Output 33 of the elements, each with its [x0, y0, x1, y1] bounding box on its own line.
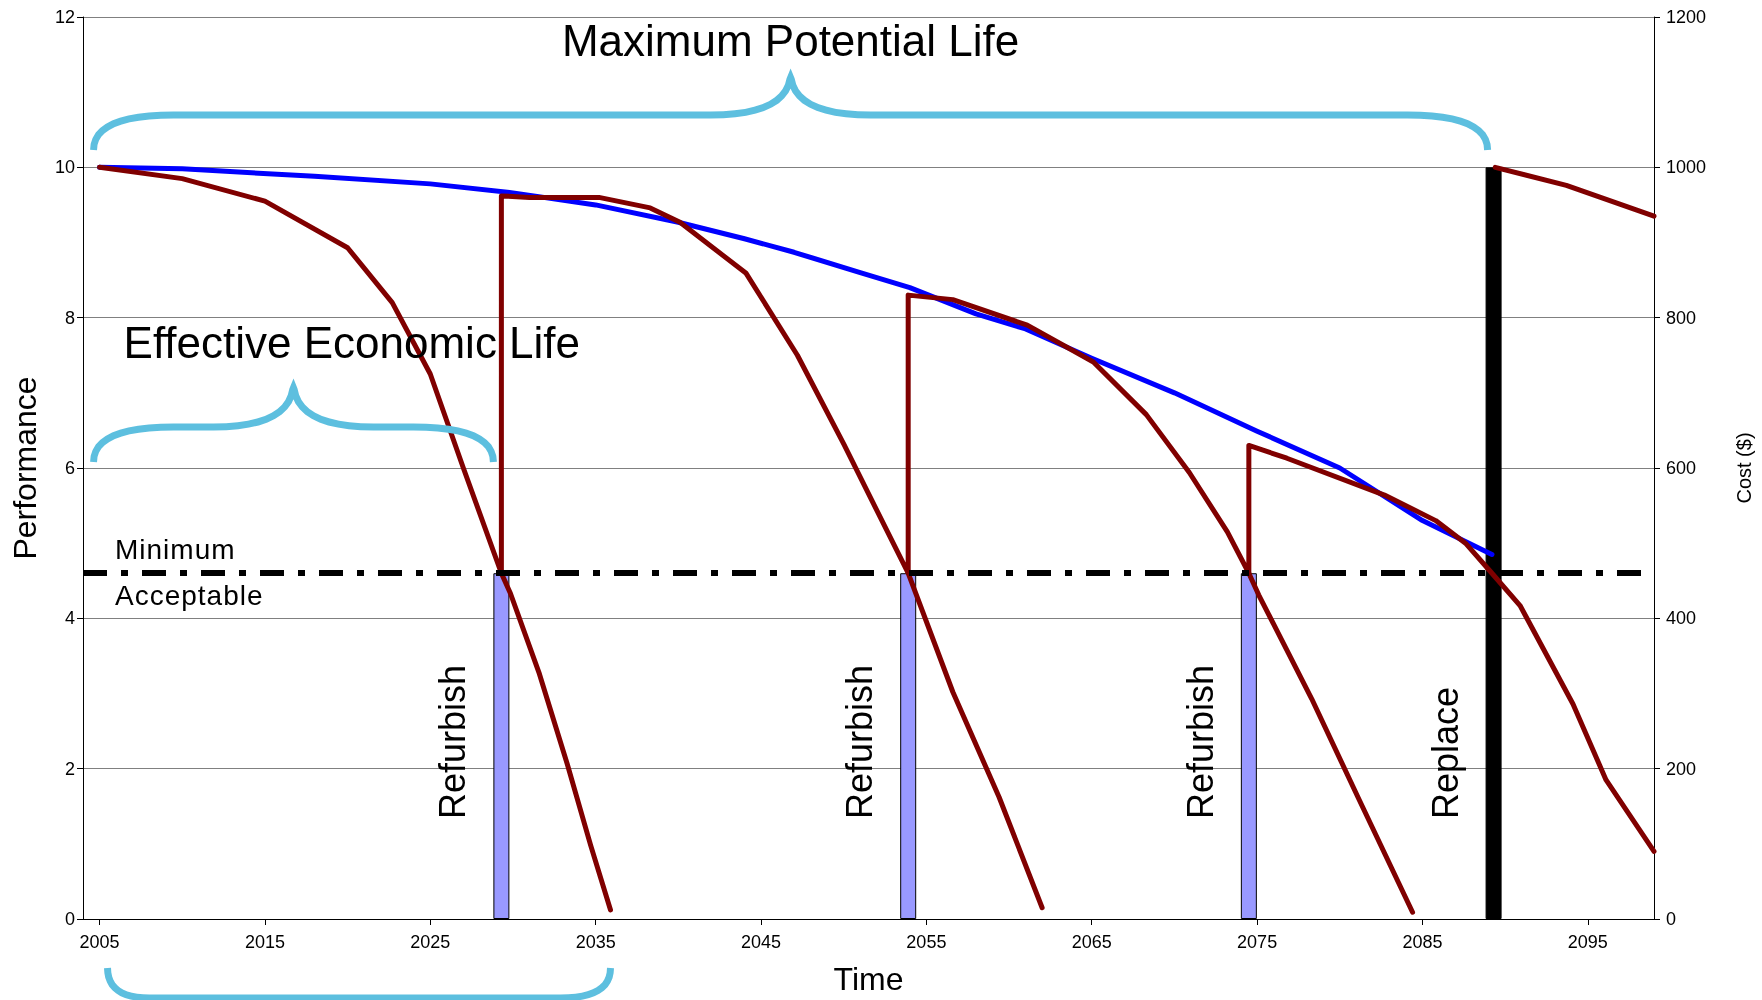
y2-tick-label: 1200: [1666, 7, 1707, 27]
y2-tick-label: 400: [1666, 608, 1697, 629]
y2-tick-label: 0: [1666, 909, 1677, 929]
x-tick-label: 2015: [244, 932, 285, 952]
y2-axis-title: Cost ($): [1733, 432, 1755, 504]
y2-tick-label: 600: [1666, 458, 1697, 478]
annotation: Replace: [1424, 686, 1467, 820]
annotation: Refurbish: [1179, 664, 1222, 820]
x-axis-title: Time: [833, 961, 904, 997]
y-tick-label: 10: [54, 157, 75, 178]
x-tick-label: 2085: [1402, 932, 1443, 952]
ref-line-label: Minimum Acceptable: [115, 533, 264, 614]
x-tick-label: 2005: [79, 932, 120, 952]
annotation: Maximum Potential Life: [561, 16, 1020, 66]
x-tick-label: 2065: [1071, 932, 1112, 952]
y2-tick-label: 1000: [1666, 157, 1707, 178]
y2-tick-label: 200: [1666, 758, 1697, 779]
x-tick-label: 2045: [740, 932, 782, 952]
annotation: Refurbish: [432, 664, 475, 820]
x-tick-label: 2095: [1567, 932, 1608, 952]
y2-tick-label: 800: [1666, 307, 1697, 328]
y-tick-label: 0: [64, 909, 75, 929]
x-tick-label: 2055: [906, 932, 947, 952]
y-tick-label: 6: [64, 458, 75, 478]
x-tick-label: 2075: [1237, 932, 1278, 952]
y-tick-label: 12: [54, 7, 75, 27]
y-tick-label: 2: [64, 758, 75, 779]
x-tick-label: 2025: [410, 932, 451, 952]
y-tick-label: 8: [64, 307, 75, 328]
x-tick-label: 2035: [575, 932, 616, 952]
y-tick-label: 4: [64, 608, 75, 629]
y-axis-title: Performance: [7, 376, 43, 560]
annotation: Refurbish: [839, 664, 882, 820]
